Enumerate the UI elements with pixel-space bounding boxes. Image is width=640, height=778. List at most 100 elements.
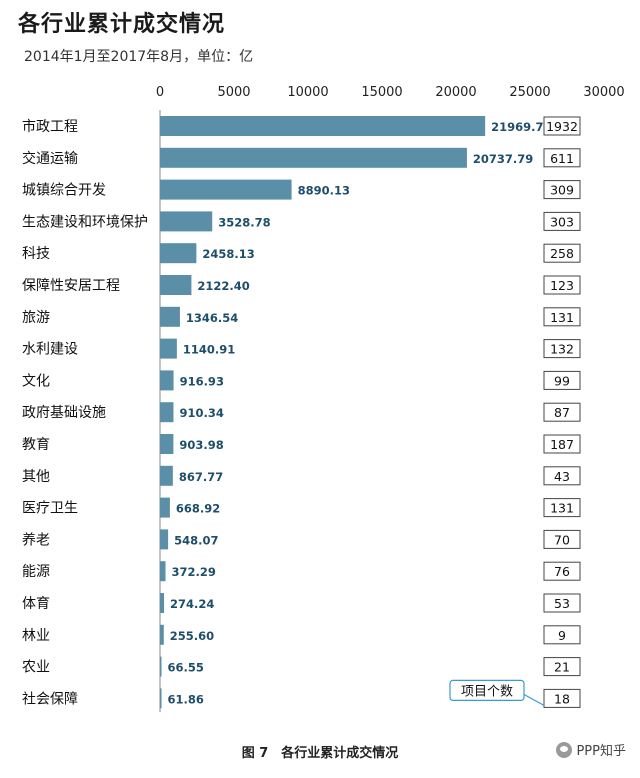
project-count: 187 — [550, 437, 574, 452]
bar — [160, 434, 174, 454]
project-count-box — [543, 116, 581, 136]
project-count: 123 — [550, 278, 574, 293]
value-label: 548.07 — [174, 533, 218, 547]
value-label: 3528.78 — [218, 215, 270, 229]
category-label: 体育 — [22, 596, 50, 612]
bar — [160, 338, 177, 359]
value-label: 668.92 — [176, 502, 220, 516]
x-tick-label: 30000 — [583, 85, 624, 100]
value-label: 2122.40 — [197, 279, 249, 293]
category-label: 其他 — [22, 469, 50, 485]
category-label: 教育 — [22, 437, 50, 453]
project-count-box — [543, 211, 581, 231]
value-label: 1140.91 — [183, 343, 235, 357]
project-count-box — [543, 275, 581, 295]
project-count: 18 — [554, 691, 570, 706]
value-label: 61.86 — [168, 692, 204, 706]
value-label: 2458.13 — [202, 247, 254, 261]
project-count-box — [543, 498, 581, 518]
x-tick-label: 20000 — [435, 85, 476, 100]
bar — [160, 688, 162, 709]
x-tick-label: 10000 — [287, 85, 328, 100]
category-label: 能源 — [22, 564, 50, 580]
x-tick-label: 15000 — [361, 85, 402, 100]
category-label: 保障性安居工程 — [22, 278, 120, 294]
project-count: 132 — [550, 342, 574, 357]
x-tick-label: 0 — [156, 85, 164, 100]
x-tick-label: 5000 — [217, 85, 250, 100]
bar — [160, 370, 174, 391]
project-count-box — [543, 688, 581, 708]
value-label: 66.55 — [168, 661, 204, 675]
category-label: 林业 — [22, 628, 50, 644]
project-count: 9 — [558, 628, 566, 643]
figure-caption: 图 7 各行业累计成交情况 — [241, 746, 399, 761]
project-count: 70 — [554, 532, 570, 547]
project-count: 258 — [550, 246, 574, 261]
project-count: 87 — [554, 405, 570, 420]
project-count-box — [543, 180, 581, 200]
bar — [160, 116, 486, 136]
bar — [160, 561, 166, 582]
value-label: 867.77 — [179, 470, 223, 484]
value-label: 20737.79 — [473, 152, 533, 166]
bar — [160, 306, 180, 327]
bar — [160, 497, 170, 518]
watermark-text: PPP知乎 — [576, 744, 626, 759]
category-label: 旅游 — [22, 310, 50, 326]
bar — [160, 465, 173, 486]
category-label: 社会保障 — [22, 691, 78, 707]
category-label: 交通运输 — [22, 150, 78, 167]
project-count-box — [543, 657, 581, 677]
bar — [160, 624, 164, 645]
bar — [160, 211, 213, 232]
value-label: 255.60 — [170, 629, 214, 643]
project-count-box — [543, 339, 581, 359]
annotation-pointer — [521, 692, 545, 706]
category-label: 文化 — [22, 373, 50, 389]
project-count: 131 — [550, 501, 574, 516]
project-count-box — [543, 529, 581, 549]
project-count: 303 — [550, 214, 574, 229]
bar — [160, 656, 162, 677]
bar — [160, 275, 192, 295]
bar — [160, 243, 197, 264]
category-label: 科技 — [22, 246, 50, 262]
project-count: 53 — [554, 596, 570, 611]
chart-subtitle: 2014年1月至2017年8月，单位：亿 — [24, 49, 254, 65]
bar — [160, 593, 165, 613]
project-count-box — [543, 593, 581, 613]
value-label: 1346.54 — [186, 311, 238, 325]
project-count: 1932 — [546, 119, 578, 134]
project-count: 76 — [554, 564, 570, 579]
x-tick-label: 25000 — [509, 85, 550, 100]
category-label: 农业 — [22, 660, 50, 676]
value-label: 910.34 — [179, 406, 223, 420]
category-label: 市政工程 — [22, 118, 78, 135]
annotation-label: 项目个数 — [461, 684, 513, 699]
project-count-box — [543, 561, 581, 581]
category-label: 城镇综合开发 — [22, 183, 106, 199]
value-label: 8890.13 — [298, 184, 350, 198]
project-count-box — [543, 625, 581, 645]
bar — [160, 402, 174, 423]
project-count-box — [543, 466, 581, 486]
project-count: 43 — [554, 469, 570, 484]
project-count-box — [543, 148, 581, 168]
project-count-box — [543, 243, 581, 263]
chart-title: 各行业累计成交情况 — [18, 12, 226, 37]
category-label: 政府基础设施 — [22, 404, 106, 421]
value-label: 903.98 — [179, 438, 223, 452]
project-count: 611 — [550, 151, 574, 166]
value-label: 274.24 — [170, 597, 214, 611]
category-label: 水利建设 — [22, 342, 78, 358]
project-count-box — [543, 307, 581, 327]
category-label: 生态建设和环境保护 — [22, 214, 148, 230]
bar — [160, 529, 169, 550]
annotation-box — [449, 679, 525, 702]
category-label: 医疗卫生 — [22, 501, 78, 517]
value-label: 21969.77 — [491, 120, 551, 134]
project-count: 131 — [550, 310, 574, 325]
project-count: 99 — [554, 373, 570, 388]
value-label: 916.93 — [180, 374, 224, 388]
